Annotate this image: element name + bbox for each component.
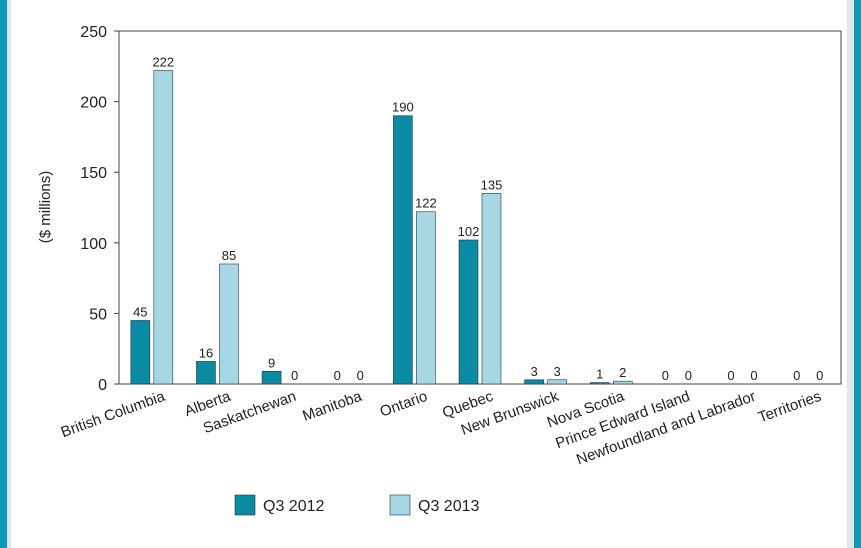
bar <box>458 239 479 385</box>
data-label: 190 <box>392 100 414 115</box>
bar <box>547 379 567 385</box>
data-label: 2 <box>619 365 626 380</box>
bar <box>196 361 216 385</box>
y-tick-label: 50 <box>89 306 107 323</box>
legend-swatch <box>389 494 411 516</box>
y-axis-label: ($ millions) <box>37 171 54 244</box>
data-label: 9 <box>268 355 275 370</box>
data-label: 0 <box>816 368 823 383</box>
chart-panel: ($ millions) 0 50 100 150 200 250 45 222 British… <box>11 0 847 548</box>
data-label: 85 <box>222 248 236 263</box>
bar <box>589 382 610 385</box>
bar <box>481 193 502 385</box>
bar <box>219 263 239 385</box>
legend-label: Q3 2013 <box>418 498 479 515</box>
data-label: 0 <box>793 368 800 383</box>
y-tick-label: 150 <box>80 165 107 182</box>
legend-label: Q3 2012 <box>263 498 324 515</box>
y-tick-label: 200 <box>80 95 107 112</box>
data-label: 0 <box>357 368 364 383</box>
data-label: 135 <box>481 177 503 192</box>
data-label: 3 <box>554 364 561 379</box>
y-tick-label: 0 <box>98 377 107 394</box>
bar <box>524 379 544 385</box>
x-tick-label: Territories <box>756 388 824 427</box>
x-tick-label: Manitoba <box>300 388 364 425</box>
data-label: 1 <box>596 367 603 382</box>
data-label: 0 <box>291 368 298 383</box>
data-label: 45 <box>133 304 147 319</box>
plot-area-border <box>118 30 842 385</box>
bar <box>261 370 282 385</box>
data-label: 0 <box>334 368 341 383</box>
bar <box>130 320 151 385</box>
bar <box>416 211 436 385</box>
data-label: 3 <box>531 364 538 379</box>
data-label: 0 <box>662 368 669 383</box>
bar <box>612 380 633 385</box>
bar <box>153 70 174 385</box>
data-label: 222 <box>152 55 174 70</box>
legend-swatch <box>234 494 256 516</box>
data-label: 0 <box>685 368 692 383</box>
y-tick-label: 100 <box>80 236 107 253</box>
data-label: 0 <box>750 368 757 383</box>
x-tick-label: British Columbia <box>59 388 168 442</box>
x-tick-label: Ontario <box>378 388 430 421</box>
bar-chart: ($ millions) 05010015020025045222British… <box>37 24 842 516</box>
y-tick-label: 250 <box>80 24 107 41</box>
data-label: 122 <box>415 196 437 211</box>
bar <box>393 115 413 385</box>
data-label: 16 <box>199 345 213 360</box>
data-label: 0 <box>727 368 734 383</box>
data-label: 102 <box>458 224 480 239</box>
